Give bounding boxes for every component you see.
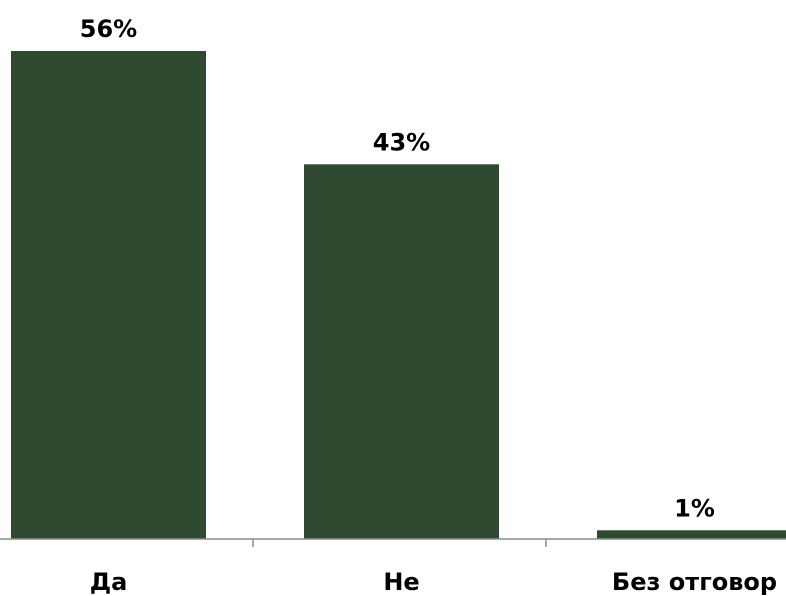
category-label-2: Без отговор xyxy=(612,568,777,596)
bar-1 xyxy=(304,164,499,540)
x-axis-ticks xyxy=(252,539,547,547)
value-label-1: 43% xyxy=(373,128,430,156)
bar-0 xyxy=(11,51,206,539)
bars-group xyxy=(11,51,786,540)
value-label-2: 1% xyxy=(674,494,715,522)
category-label-1: Не xyxy=(383,568,419,596)
value-labels-group: 56% 43% 1% xyxy=(80,15,715,522)
category-labels-group: Да Не Без отговор xyxy=(90,568,777,596)
bar-2 xyxy=(597,530,786,539)
category-label-0: Да xyxy=(90,568,128,596)
value-label-0: 56% xyxy=(80,15,137,43)
